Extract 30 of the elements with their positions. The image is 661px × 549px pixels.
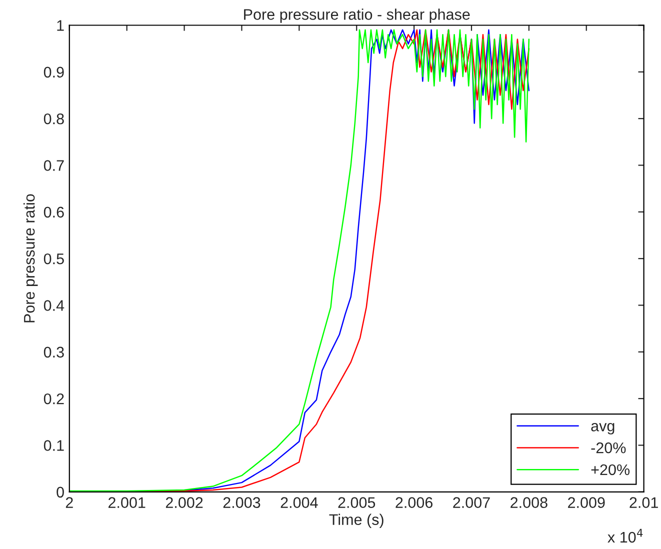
x-tick-label: 2.01 [630,497,658,508]
y-tick-label: 1 [57,20,64,31]
y-tick-label: 0.9 [44,66,64,78]
y-tick-label: 0.4 [44,300,64,311]
legend-label: +20% [591,464,630,476]
y-tick-label: 0.3 [44,346,64,358]
x-tick-label: 2.004 [280,497,318,508]
y-tick-label: 0.6 [44,206,64,218]
x-tick-label: 2.002 [166,497,203,508]
y-tick-label: 0 [56,486,64,498]
x-tick-label: 2.005 [338,497,376,508]
x-tick-label: 2.003 [223,497,260,508]
chart-title: Pore pressure ratio - shear phase [244,8,470,23]
x-tick-label: 2 [66,497,73,508]
y-axis-title: Pore pressure ratio [24,194,38,322]
legend-label: -20% [591,442,626,454]
y-tick-label: 0.2 [44,393,64,404]
x-axis-title: Time (s) [329,514,384,528]
text: x 10$^{4}$ [608,528,643,543]
y-tick-label: 0.7 [44,160,64,171]
y-tick-label: 0.5 [44,253,64,264]
x-tick-label: 2.006 [396,497,432,508]
line-series [69,29,530,492]
x-tick-label: 2.001 [108,497,146,508]
legend-label: avg [591,423,614,434]
x-tick-label: 2.009 [568,497,605,508]
y-tick-label: 0.8 [44,113,64,124]
y-tick-label: 0.1 [44,440,64,451]
x-tick-label: 2.008 [510,497,548,508]
x-tick-label: 2.007 [453,497,490,508]
